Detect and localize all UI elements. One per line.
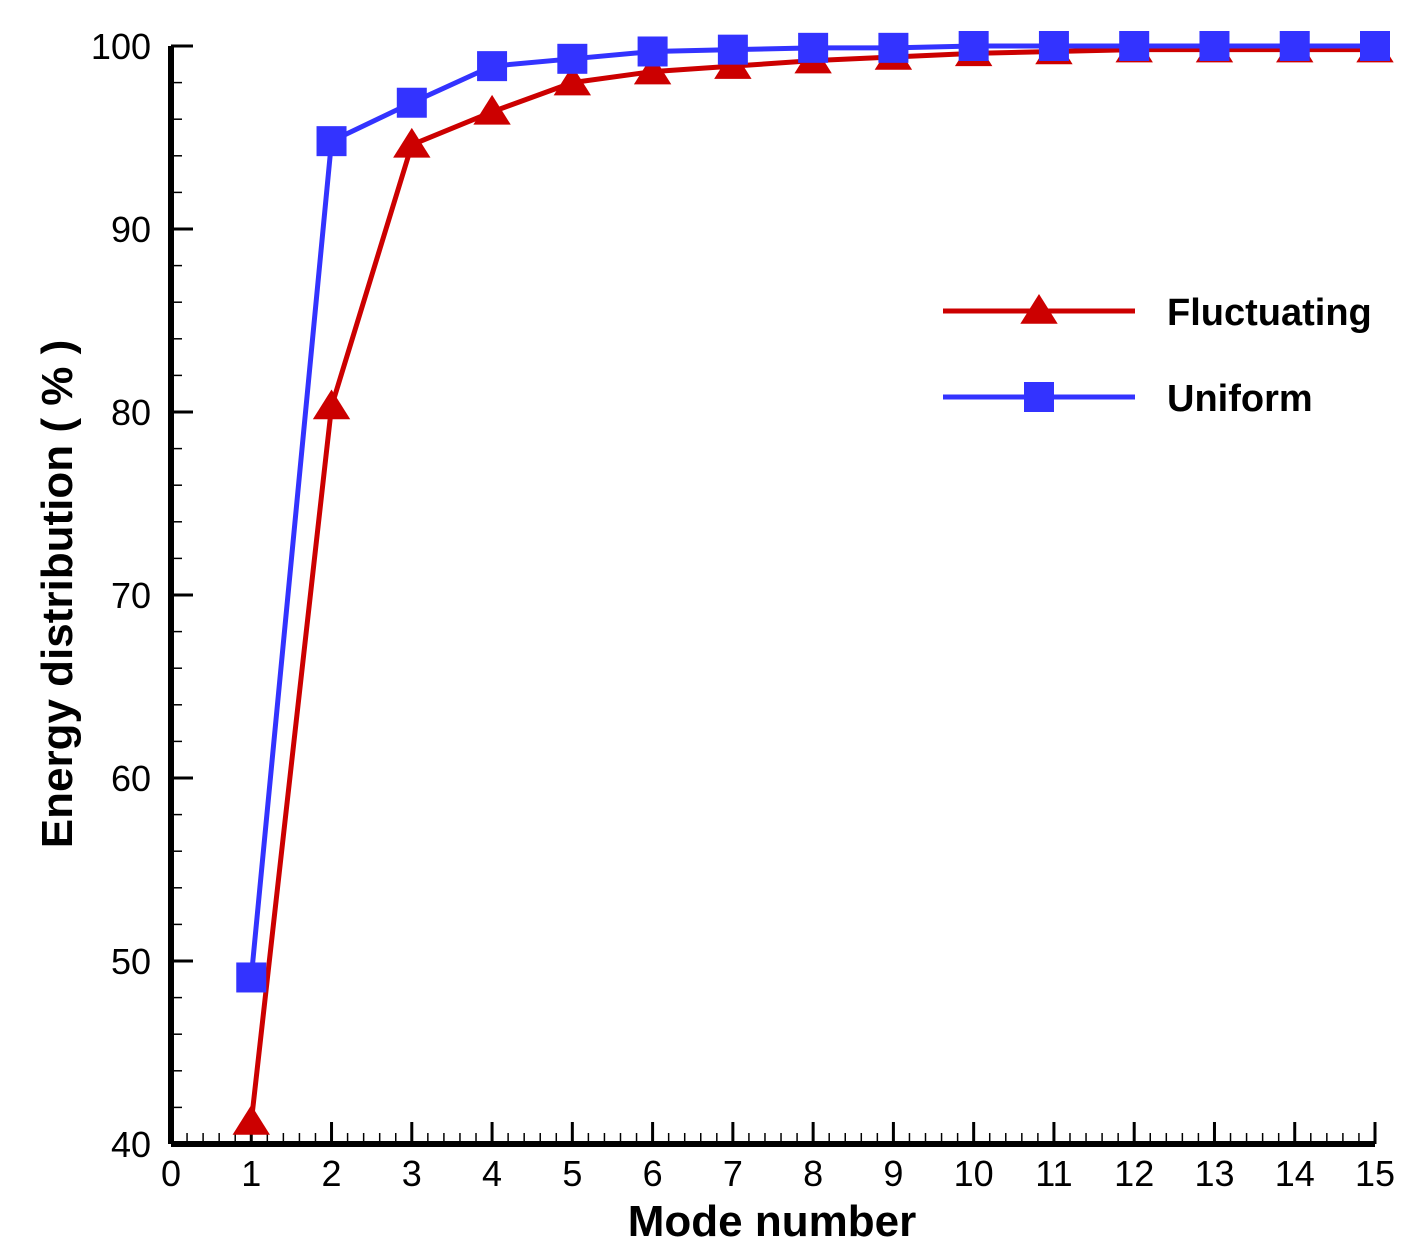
axes <box>168 46 1375 1147</box>
x-tick-label: 3 <box>402 1153 422 1194</box>
data-point-uniform <box>798 32 829 63</box>
y-tick-label: 40 <box>111 1124 151 1165</box>
x-tick-label: 4 <box>482 1153 502 1194</box>
x-tick-label: 8 <box>803 1153 823 1194</box>
data-point-uniform <box>637 36 668 67</box>
data-point-fluctuating <box>312 389 351 420</box>
series-uniform <box>236 31 1390 993</box>
x-tick-label: 10 <box>954 1153 994 1194</box>
legend: Fluctuating Uniform <box>943 292 1372 420</box>
y-tick-label: 90 <box>111 209 151 250</box>
data-point-fluctuating <box>232 1105 270 1135</box>
data-point-fluctuating <box>473 94 511 125</box>
data-point-uniform <box>557 43 588 74</box>
data-point-uniform <box>878 32 909 63</box>
x-tick-label: 0 <box>161 1153 181 1194</box>
data-point-fluctuating <box>393 127 431 158</box>
data-point-uniform <box>717 34 748 65</box>
y-tick-label: 60 <box>111 758 151 799</box>
data-point-uniform <box>958 31 989 61</box>
y-tick-label: 50 <box>111 941 151 982</box>
series-fluctuating <box>232 32 1394 1135</box>
data-point-uniform <box>1038 31 1069 61</box>
x-tick-label: 7 <box>723 1153 743 1194</box>
series-layer <box>232 31 1394 1135</box>
y-axis-title: Energy distribution ( % ) <box>33 340 82 848</box>
legend-label-fluctuating: Fluctuating <box>1167 292 1372 334</box>
x-tick-label: 9 <box>883 1153 903 1194</box>
y-tick-label: 70 <box>111 575 151 616</box>
data-point-uniform <box>1279 31 1310 61</box>
x-tick-label: 6 <box>643 1153 663 1194</box>
legend-label-uniform: Uniform <box>1167 378 1313 420</box>
y-tick-label: 100 <box>91 26 151 67</box>
legend-marker-fluctuating <box>1020 294 1058 324</box>
x-tick-label: 14 <box>1275 1153 1315 1194</box>
data-point-uniform <box>396 87 427 118</box>
data-point-fluctuating <box>633 54 672 85</box>
data-point-uniform <box>236 962 267 993</box>
x-tick-label: 13 <box>1194 1153 1234 1194</box>
data-point-fluctuating <box>553 65 592 96</box>
data-point-uniform <box>477 51 508 82</box>
legend-item-fluctuating: Fluctuating <box>943 292 1372 334</box>
x-tick-label: 15 <box>1355 1153 1395 1194</box>
data-point-uniform <box>316 126 347 157</box>
x-tick-label: 5 <box>562 1153 582 1194</box>
legend-item-uniform: Uniform <box>943 378 1313 420</box>
legend-marker-uniform <box>1024 382 1054 412</box>
data-point-uniform <box>1119 31 1150 61</box>
data-point-uniform <box>1199 31 1230 61</box>
x-tick-label: 2 <box>322 1153 342 1194</box>
x-tick-label: 1 <box>241 1153 261 1194</box>
x-axis-title: Mode number <box>628 1197 916 1246</box>
x-tick-label: 11 <box>1035 1153 1072 1194</box>
x-tick-label: 12 <box>1114 1153 1154 1194</box>
series-line-fluctuating <box>248 47 1375 1123</box>
data-point-uniform <box>1360 31 1390 61</box>
series-line-uniform <box>248 43 1375 978</box>
y-tick-label: 80 <box>111 392 151 433</box>
